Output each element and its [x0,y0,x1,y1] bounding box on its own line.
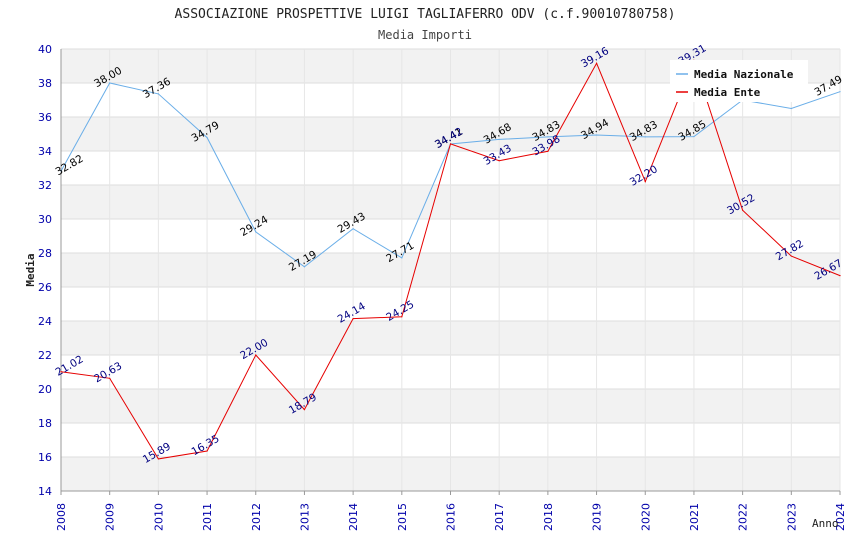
x-tick-label: 2011 [201,503,214,531]
x-tick-label: 2008 [55,503,68,531]
x-tick-label: 2017 [493,503,506,531]
x-tick-label: 2010 [152,503,165,531]
data-point [498,138,500,141]
data-point [206,136,208,139]
x-tick-label: 2015 [396,503,409,531]
data-point [839,275,841,277]
data-point [352,318,354,320]
y-tick-label: 32 [38,179,52,192]
data-point [303,266,306,268]
series-lines [60,59,841,460]
y-axis-title: Media [24,253,37,286]
legend-box [670,60,808,102]
legend-label-ente: Media Ente [694,86,761,99]
data-point [255,231,257,233]
data-point [60,371,62,373]
legend: Media Nazionale Media Ente [670,60,808,102]
data-point [595,134,598,136]
x-tick-label: 2016 [445,503,458,531]
data-label: 24.25 [384,298,416,323]
y-tick-label: 26 [38,281,52,294]
data-point [644,181,646,183]
data-point [595,62,598,64]
y-tick-label: 22 [38,349,52,362]
chart-title: ASSOCIAZIONE PROSPETTIVE LUIGI TAGLIAFER… [175,7,676,22]
chart-subtitle: Media Importi [378,28,472,42]
data-point [109,82,111,84]
data-point [401,257,403,259]
y-tick-label: 28 [38,247,52,260]
data-point [109,377,111,379]
data-point [352,228,354,230]
x-tick-label: 2020 [639,503,652,531]
data-point [742,209,744,211]
x-tick-label: 2014 [347,503,360,531]
data-point [157,93,159,95]
x-tick-label: 2018 [542,503,555,531]
x-tick-label: 2021 [688,503,701,531]
data-point [693,135,695,138]
data-point [60,170,62,172]
y-tick-label: 20 [38,383,52,396]
y-tick-label: 36 [38,111,52,124]
data-point [547,150,549,152]
data-point [449,143,452,145]
y-tick-label: 38 [38,77,52,90]
y-tick-label: 24 [38,315,52,328]
data-label: 20.63 [92,360,124,385]
data-point [790,107,792,110]
x-tick-label: 2022 [737,503,750,531]
x-tick-label: 2013 [298,503,311,531]
x-tick-label: 2009 [104,503,117,531]
y-tick-label: 30 [38,213,52,226]
x-tick-label: 2023 [785,503,798,531]
data-point [255,354,257,356]
y-tick-label: 40 [38,43,52,56]
y-tick-label: 14 [38,485,52,498]
data-point [644,136,646,138]
legend-label-nazionale: Media Nazionale [694,68,794,81]
data-label: 21.02 [53,353,85,378]
y-tick-label: 34 [38,145,52,158]
data-label: 16.35 [190,433,222,458]
data-point [401,316,403,318]
data-point [157,458,159,460]
x-tick-label: 2012 [250,503,263,531]
y-tick-label: 18 [38,417,52,430]
x-tick-label: 2024 [834,503,847,531]
data-point [206,450,208,452]
data-point [303,408,306,411]
data-point [547,136,549,138]
x-axis-title: Anno [812,517,839,530]
data-point [790,255,792,257]
data-point [839,91,841,93]
y-tick-labels: 14 16 18 20 22 24 26 28 30 32 34 36 38 40 [38,43,52,498]
y-tick-label: 16 [38,451,52,464]
data-point [498,160,500,162]
x-tick-labels: 2008 2009 2010 2011 2012 2013 2014 2015 2016 2017… [55,491,847,531]
x-tick-label: 2019 [591,503,604,531]
